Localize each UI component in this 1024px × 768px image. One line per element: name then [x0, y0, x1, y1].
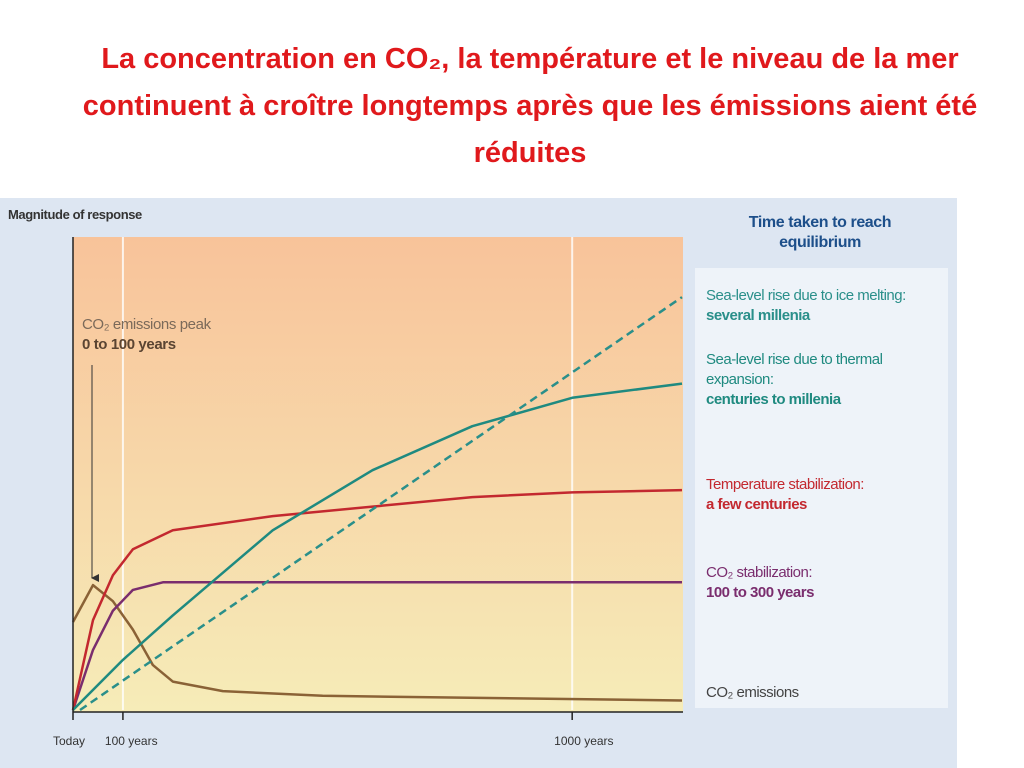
legend-timescale: centuries to millenia [706, 391, 841, 408]
legend-entry: CO₂ emissions [706, 683, 951, 703]
y-axis-label: Magnitude of response [8, 207, 142, 222]
plot-area [73, 237, 683, 712]
x-tick-label: Today [53, 734, 85, 748]
series-line [71, 581, 682, 711]
x-tick-label: 1000 years [554, 734, 613, 748]
legend-entry: CO₂ stabilization: 100 to 300 years [706, 563, 951, 603]
series-line [71, 583, 683, 702]
legend-name: Temperature stabilization: [706, 476, 864, 493]
annotation: CO₂ emissions peak 0 to 100 years [82, 315, 211, 355]
slide-title: La concentration en CO₂, la température … [82, 43, 978, 169]
legend-box [695, 268, 948, 708]
legend-timescale: a few centuries [706, 496, 807, 513]
series-line [72, 382, 683, 711]
series-line [71, 488, 683, 711]
series-line [79, 296, 683, 712]
legend-entry: Sea-level rise due to thermal expansion:… [706, 350, 951, 410]
legend-entry: Temperature stabilization: a few centurie… [706, 475, 951, 515]
legend-title: Time taken to reach equilibrium [748, 214, 892, 251]
annotation-detail: 0 to 100 years [82, 336, 176, 353]
annotation-text: CO₂ emissions peak [82, 316, 211, 333]
legend-name: CO₂ stabilization: [706, 564, 813, 581]
legend-timescale: several millenia [706, 307, 810, 324]
legend-timescale: 100 to 300 years [706, 584, 814, 601]
legend-name: CO₂ emissions [706, 684, 799, 701]
legend-name: Sea-level rise due to thermal expansion: [706, 351, 883, 388]
x-tick-label: 100 years [105, 734, 158, 748]
legend-entry: Sea-level rise due to ice melting: severa… [706, 286, 951, 326]
legend-name: Sea-level rise due to ice melting: [706, 287, 906, 304]
